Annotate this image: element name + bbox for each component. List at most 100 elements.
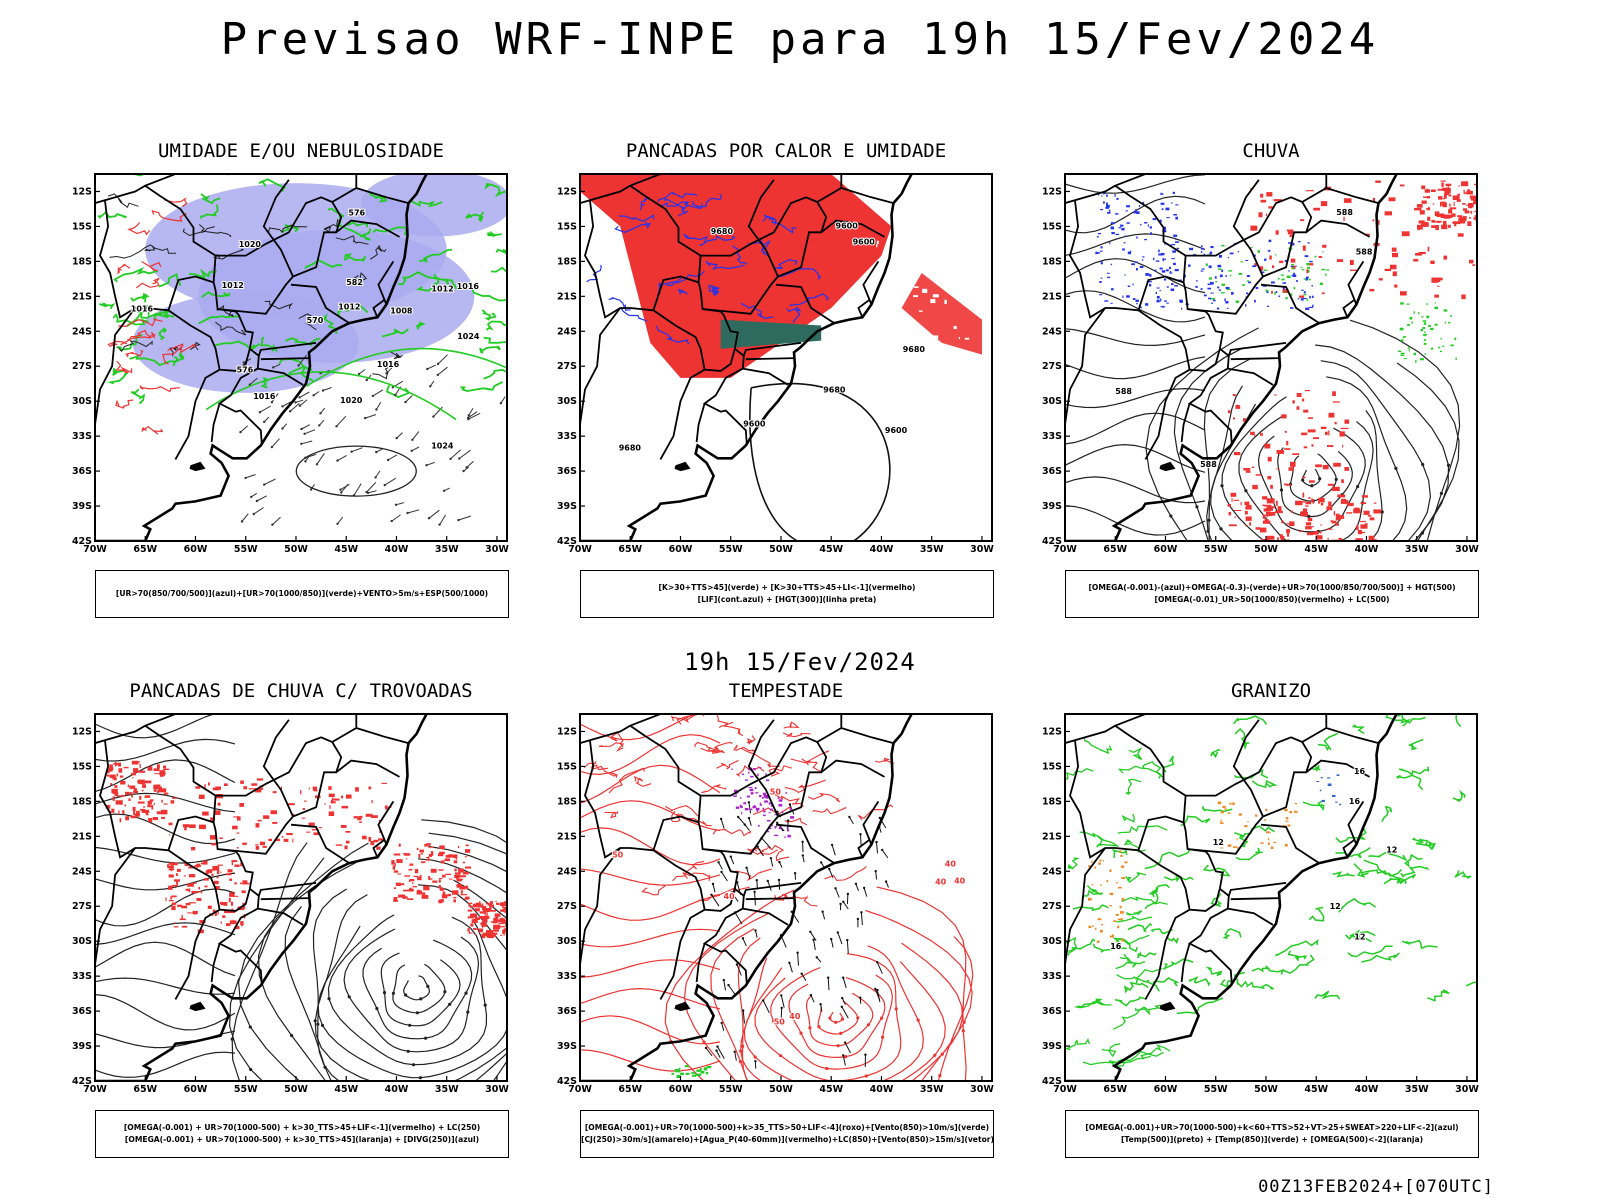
field-cell: [1438, 214, 1443, 217]
contour-line: [1121, 896, 1168, 905]
field-cell: [1419, 210, 1425, 215]
wind-vector: [301, 440, 313, 445]
streamline: [1173, 347, 1460, 541]
field-cell: [762, 792, 766, 796]
lat-tick-label: 24S: [1042, 866, 1062, 877]
field-cell: [943, 275, 947, 277]
field-cell: [455, 872, 461, 875]
contour-line: [1352, 724, 1366, 735]
contour-line: [1176, 997, 1224, 1015]
field-cell: [176, 868, 181, 872]
streamline-arrow: [316, 1022, 320, 1026]
field-cell: [1178, 279, 1182, 281]
wind-vector: [391, 514, 401, 522]
wind-vector: [295, 399, 304, 403]
field-cell: [462, 861, 465, 864]
contour-line: [665, 191, 698, 199]
political-border: [260, 897, 311, 901]
contour-line: [1072, 904, 1109, 912]
field-cell: [1159, 290, 1161, 292]
lat-tick-label: 30S: [557, 396, 577, 407]
field-cell: [1266, 192, 1273, 197]
field-cell: [1403, 335, 1406, 338]
political-border: [95, 307, 136, 462]
field-cell: [288, 803, 295, 806]
field-cell: [403, 889, 411, 892]
field-cell: [1327, 537, 1329, 541]
wind-vector-head: [374, 476, 377, 479]
field-cell: [485, 909, 490, 912]
contour-line: [586, 264, 602, 283]
contour-line: [336, 304, 369, 318]
field-cell: [758, 824, 760, 827]
field-cell: [191, 882, 197, 884]
wind-vector-head: [263, 483, 266, 486]
contour-line: [1101, 1043, 1121, 1058]
streamline-arrow: [230, 1037, 234, 1041]
contour-line: [1234, 728, 1250, 751]
field-cell: [1088, 865, 1091, 868]
wind-vector: [720, 818, 725, 829]
field-cell: [154, 773, 162, 775]
field-cell: [409, 879, 415, 882]
field-cell: [1434, 294, 1439, 298]
lat-tick-label: 12S: [1042, 186, 1062, 197]
field-cell: [136, 810, 140, 816]
field-cell: [1331, 486, 1340, 491]
field-cell: [1211, 302, 1213, 304]
field-cell: [138, 770, 146, 773]
field-cell: [1269, 255, 1272, 260]
field-cell: [500, 934, 503, 936]
field-cell: [229, 892, 235, 897]
contour-line: [736, 764, 765, 777]
field-cell: [1209, 277, 1212, 280]
field-cell: [1218, 268, 1222, 270]
wind-vector: [301, 424, 311, 430]
field-cell: [1293, 272, 1295, 275]
field-cell: [748, 787, 753, 789]
wind-vector: [881, 849, 889, 859]
contour-line: [483, 368, 507, 380]
contour-line: [485, 320, 507, 331]
field-cell: [1119, 905, 1122, 909]
field-cell: [932, 294, 939, 298]
streamline: [1065, 328, 1206, 347]
field-cell: [1400, 291, 1407, 296]
field-cell: [312, 786, 317, 791]
field-cell: [1162, 258, 1165, 262]
contour-line: [708, 284, 721, 297]
streamline: [1206, 360, 1432, 541]
field-cell: [875, 334, 881, 336]
contour-line: [1086, 884, 1102, 896]
field-cell: [1305, 277, 1308, 280]
political-border: [257, 907, 304, 926]
field-cell: [1328, 412, 1335, 418]
field-cell: [1097, 918, 1102, 921]
wind-vector-head: [300, 427, 303, 431]
field-cell: [749, 788, 754, 792]
field-cell: [376, 846, 381, 850]
field-cell: [1462, 208, 1468, 211]
field-cell: [232, 919, 234, 924]
streamline: [580, 734, 721, 776]
field-cell: [1095, 927, 1097, 931]
field-cell: [281, 786, 282, 791]
field-cell: [1222, 805, 1226, 809]
field-cell: [1101, 195, 1103, 197]
field-cell: [1278, 277, 1280, 280]
political-border: [260, 357, 311, 361]
field-cell: [1403, 358, 1407, 360]
contour-line: [1069, 938, 1096, 954]
field-cell: [1175, 216, 1178, 220]
streamline-arrow: [828, 1016, 832, 1020]
field-cell: [149, 799, 154, 802]
map-frame: [579, 713, 993, 1082]
streamline: [237, 832, 507, 1081]
field-cell: [1309, 260, 1313, 263]
field-cell: [109, 764, 113, 768]
wind-vector: [375, 470, 381, 478]
streamline-arrow: [424, 1036, 428, 1040]
contour-line: [264, 300, 294, 310]
contour-line: [483, 336, 507, 344]
wind-vector-head: [281, 405, 284, 408]
